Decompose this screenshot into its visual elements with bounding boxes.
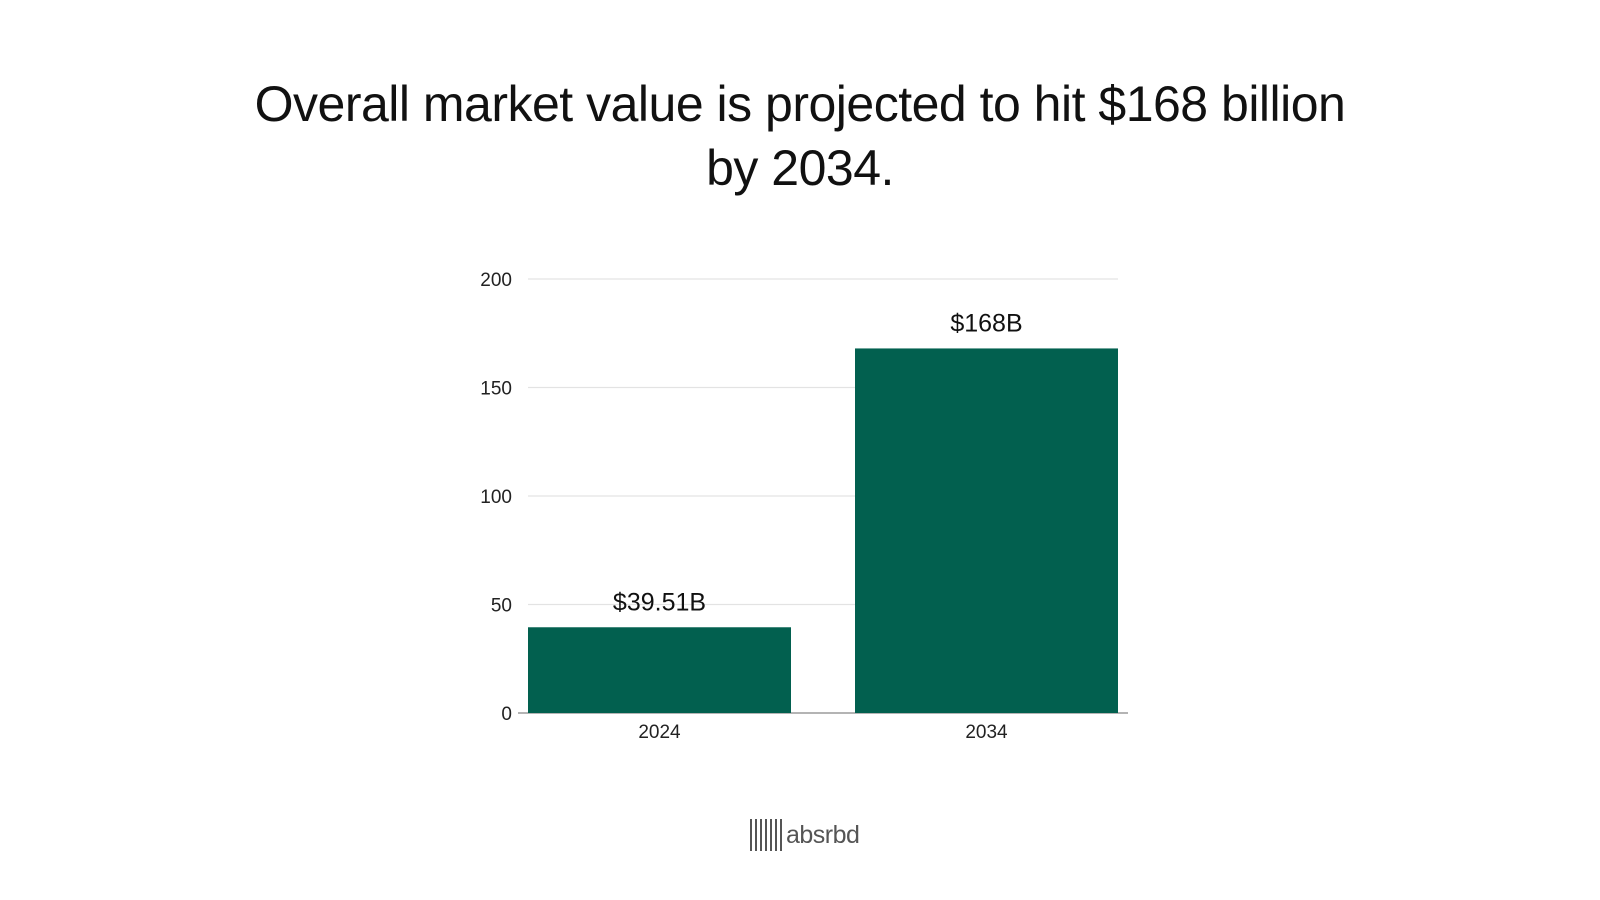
y-axis-ticks: 0 50 100 150 200 — [480, 270, 512, 725]
chart-title-line-1: Overall market value is projected to hit… — [254, 76, 1346, 132]
brand-logo: absrbd — [750, 818, 860, 852]
x-tick-label: 2024 — [638, 722, 681, 743]
data-labels: $39.51B $168B — [613, 309, 1023, 616]
chart-title-line-2: by 2034. — [706, 140, 894, 196]
data-label: $168B — [950, 309, 1022, 337]
bar-2024 — [528, 627, 791, 713]
bars — [528, 348, 1118, 713]
y-tick-label: 0 — [501, 704, 512, 725]
brand-logo-text: absrbd — [786, 820, 860, 849]
y-tick-label: 100 — [480, 487, 512, 508]
y-tick-label: 50 — [491, 596, 512, 617]
barcode-icon — [750, 819, 782, 851]
y-tick-label: 200 — [480, 270, 512, 291]
bar-2034 — [855, 348, 1118, 713]
data-label: $39.51B — [613, 588, 706, 616]
x-tick-label: 2034 — [965, 722, 1008, 743]
chart-title: Overall market value is projected to hit… — [0, 72, 1600, 200]
x-axis-ticks: 2024 2034 — [638, 722, 1008, 743]
y-tick-label: 150 — [480, 379, 512, 400]
